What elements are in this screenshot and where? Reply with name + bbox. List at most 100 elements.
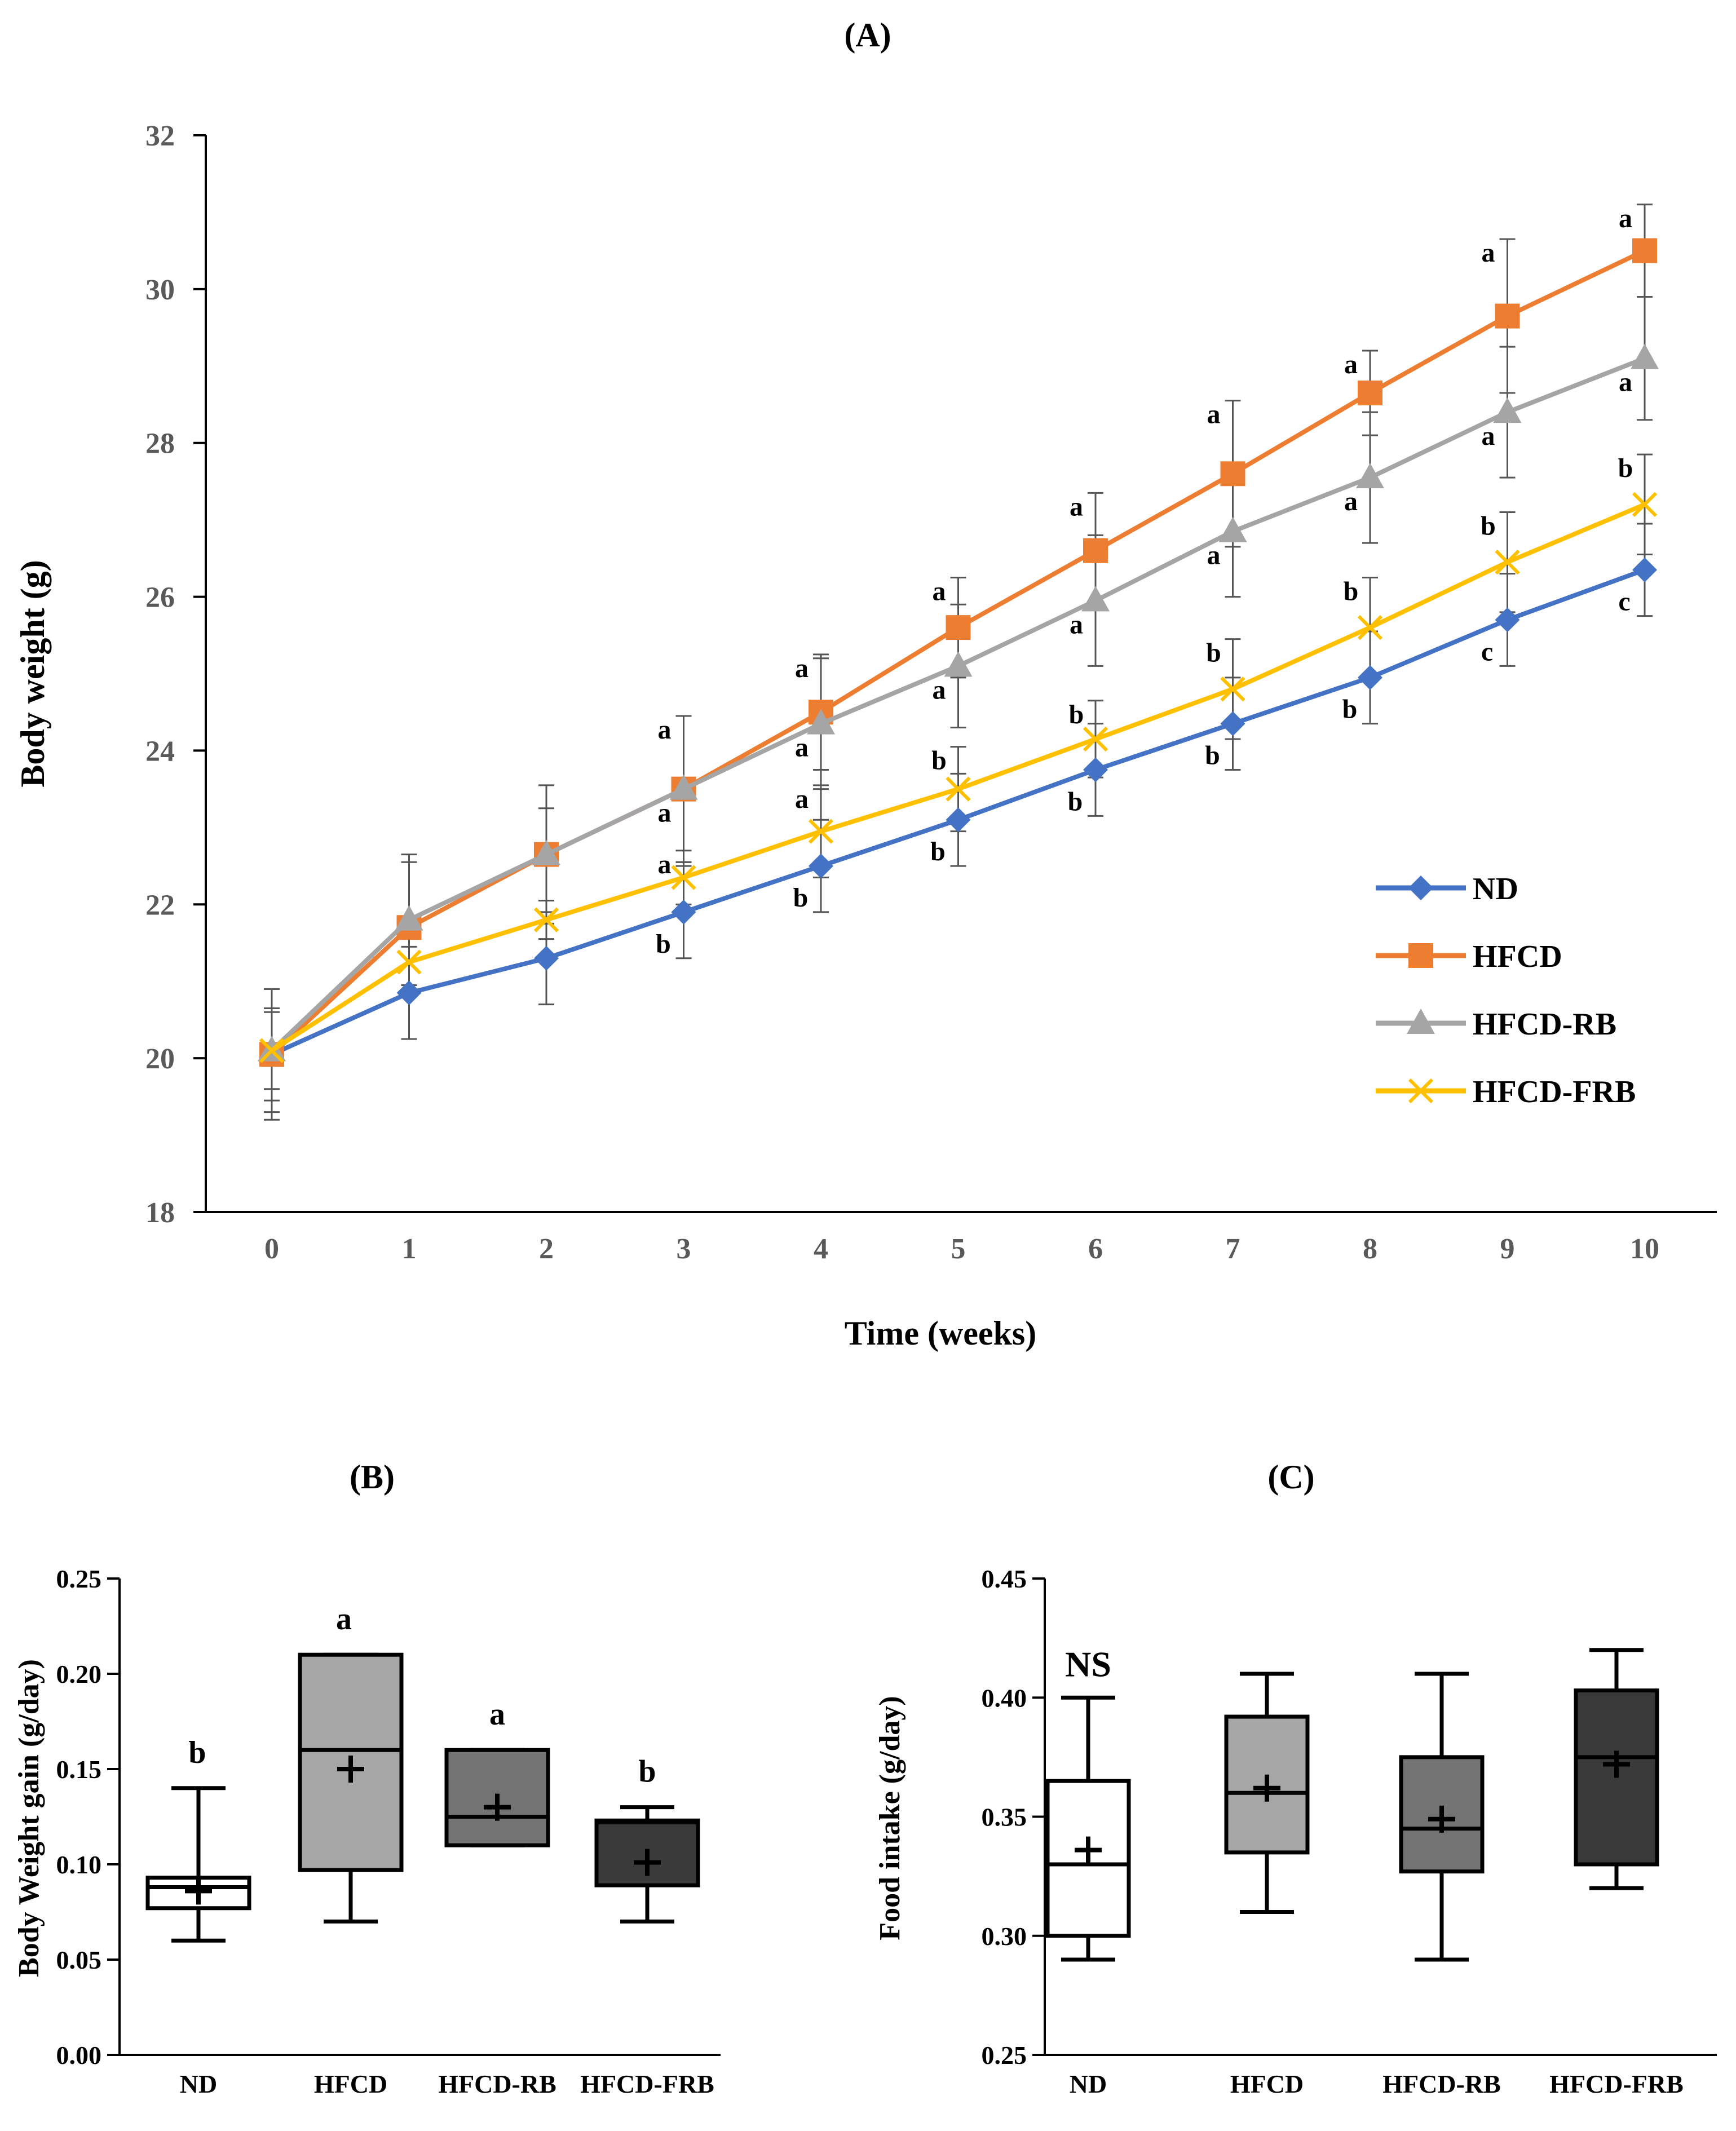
legend: ND HFCD HFCD-RB HFCD-FRB — [1376, 872, 1636, 1109]
data-point-hfcd-rb — [1493, 397, 1522, 423]
x-tick-label: 7 — [1226, 1233, 1240, 1265]
significance-letter: a — [1619, 368, 1632, 397]
data-point-hfcd-frb — [671, 865, 696, 890]
legend-marker — [1407, 1009, 1435, 1034]
marker-stroke — [671, 865, 696, 890]
data-point-hfcd — [1632, 238, 1657, 263]
data-point-hfcd — [1358, 381, 1382, 406]
significance-letter: b — [930, 837, 946, 866]
significance-letter: a — [1482, 238, 1495, 268]
significance-letter: a — [933, 675, 946, 705]
significance-letter: b — [1481, 511, 1496, 541]
x-tick-label: 3 — [677, 1233, 691, 1265]
x-tick-label: 8 — [1363, 1233, 1377, 1265]
significance-letter: c — [1481, 636, 1493, 666]
y-tick-label: 0.45 — [982, 1564, 1027, 1593]
significance-letter: b — [638, 1754, 656, 1789]
x-axis-title: Time (weeks) — [845, 1315, 1037, 1352]
significance-letter: a — [336, 1602, 352, 1637]
y-tick-label: 0.30 — [982, 1922, 1027, 1951]
legend-marker — [1408, 1078, 1434, 1104]
legend-label: HFCD — [1473, 939, 1562, 974]
data-point-hfcd-frb — [1495, 550, 1520, 575]
y-tick-label: 20 — [145, 1043, 175, 1075]
marker-stroke — [259, 1038, 285, 1063]
data-point-hfcd — [946, 615, 971, 640]
x-tick-label: 5 — [951, 1233, 966, 1265]
y-axis-title: Body Weight gain (g/day) — [13, 1659, 45, 1977]
x-tick-label: HFCD-RB — [1382, 2070, 1501, 2098]
significance-letter: a — [1344, 487, 1358, 516]
x-tick-label: ND — [1070, 2070, 1107, 2098]
y-tick-label: 0.00 — [56, 2041, 102, 2070]
panel-b-box-plot: (B) 0.00 0.05 0.10 0.15 0.20 0.25 Body Weight g… — [13, 1458, 721, 2098]
significance-letter: b — [1344, 576, 1359, 606]
x-tick-label: 6 — [1088, 1233, 1103, 1265]
significance-letter: a — [489, 1697, 505, 1732]
significance-letter: a — [658, 715, 672, 745]
data-point-nd — [671, 899, 696, 925]
marker-stroke — [808, 819, 834, 844]
data-point-nd — [1495, 607, 1520, 633]
x-tick-label: 9 — [1500, 1233, 1515, 1265]
legend-item-hfcd: HFCD — [1376, 939, 1562, 974]
panel-title: (B) — [350, 1458, 395, 1496]
data-point-nd — [1220, 711, 1245, 736]
significance-letter: a — [933, 576, 946, 606]
data-point-hfcd-frb — [533, 907, 559, 932]
significance-letter: a — [1344, 350, 1358, 379]
y-tick-label: 0.25 — [56, 1564, 102, 1593]
significance-letter: a — [1070, 492, 1083, 521]
panel-a-title: (A) — [844, 16, 891, 54]
y-tick-label: 26 — [145, 582, 175, 614]
y-tick-label: 0.10 — [56, 1850, 102, 1879]
data-point-hfcd-frb — [396, 949, 422, 975]
significance-letter: b — [1068, 786, 1083, 816]
panel-c-box-plot: (C) 0.25 0.30 0.35 0.40 0.45 Food intake (g/da… — [874, 1458, 1717, 2098]
data-point-hfcd — [1083, 538, 1108, 563]
legend-label: HFCD-FRB — [1473, 1075, 1636, 1109]
significance-letter: b — [188, 1735, 206, 1770]
y-tick-label: 28 — [145, 428, 175, 460]
significance-letter: a — [658, 850, 672, 879]
panel-title: (C) — [1267, 1458, 1314, 1496]
data-point-nd — [1632, 557, 1657, 582]
significance-letter: a — [1207, 400, 1221, 430]
significance-letter: a — [1070, 609, 1083, 639]
data-point-hfcd — [1220, 461, 1245, 487]
significance-letter: b — [1618, 453, 1633, 483]
significance-letter: b — [1206, 638, 1221, 668]
marker-stroke — [1357, 615, 1383, 640]
data-point-hfcd-rb — [1081, 586, 1110, 612]
marker-stroke — [1408, 1078, 1434, 1104]
legend-label: HFCD-RB — [1473, 1007, 1616, 1042]
marker-stroke — [1632, 492, 1658, 517]
x-tick-label: HFCD — [314, 2070, 387, 2098]
data-point-nd — [396, 980, 422, 1006]
y-axis-title: Body weight (g) — [14, 560, 51, 787]
significance-letter: b — [1205, 741, 1220, 771]
x-tick-label: HFCD-FRB — [580, 2070, 714, 2098]
y-tick-label: 0.15 — [56, 1755, 102, 1784]
y-tick-label: 24 — [145, 735, 175, 767]
box-hfcd — [1224, 1672, 1310, 1914]
data-point-hfcd-frb — [1083, 726, 1108, 752]
data-point-hfcd-rb — [395, 905, 423, 931]
x-tick-label: HFCD — [1230, 2070, 1304, 2098]
data-point-hfcd-rb — [1356, 463, 1384, 489]
x-tick-label: 4 — [814, 1233, 828, 1265]
data-point-nd — [1083, 757, 1108, 782]
y-tick-label: 32 — [145, 120, 175, 152]
box-hfcd-rb — [1399, 1672, 1485, 1962]
x-tick-label: ND — [180, 2070, 217, 2098]
panel-a-line-chart: (A) 18 20 22 24 26 28 30 32 0 1 2 3 4 5 6 7 8 9 10 Time (wee… — [14, 16, 1717, 1352]
data-point-hfcd-rb — [669, 774, 698, 800]
significance-letter: b — [793, 883, 809, 913]
y-tick-label: 0.05 — [56, 1946, 102, 1974]
data-point-hfcd-rb — [944, 651, 973, 677]
x-tick-label: 2 — [539, 1233, 554, 1265]
box-hfcd-frb — [594, 1805, 700, 1924]
significance-letter: b — [656, 929, 671, 959]
marker-stroke — [533, 907, 559, 932]
data-point-nd — [946, 807, 971, 833]
